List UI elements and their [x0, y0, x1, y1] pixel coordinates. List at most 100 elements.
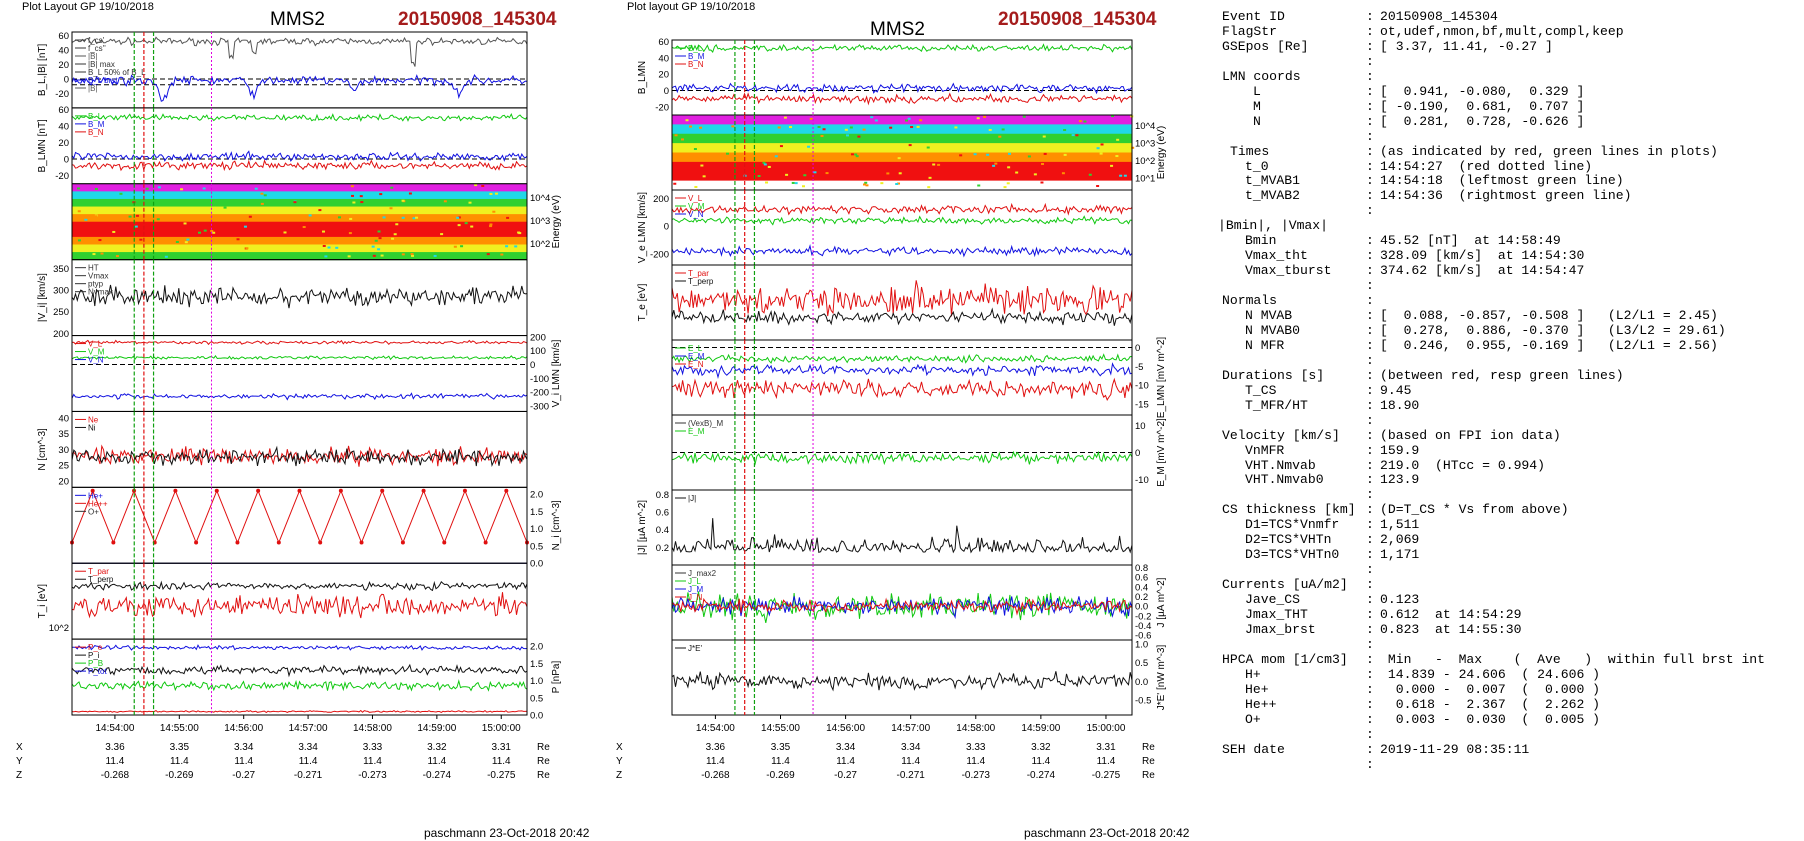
spectrogram-speckle [119, 192, 123, 195]
ephemeris-value: -0.268 [701, 770, 730, 781]
spectrogram-speckle [318, 209, 322, 212]
y-tick-label: 40 [58, 46, 69, 57]
spectrogram-speckle [464, 222, 468, 225]
spectrogram-speckle [763, 135, 767, 138]
legend-entry: V_N [88, 356, 104, 365]
info-value: 2019-11-29 08:35:11 [1380, 741, 1530, 757]
spectrogram-band [72, 206, 527, 215]
spectrogram-speckle [870, 116, 874, 119]
info-key: GSEpos [Re] [1222, 38, 1309, 54]
spectrogram-speckle [254, 187, 258, 190]
spectrogram-speckle [757, 175, 761, 178]
spectrogram-speckle [225, 221, 229, 224]
y-tick-label: 0.0 [1135, 602, 1148, 613]
ephemeris-value: 11.4 [1032, 756, 1051, 767]
y-tick-label: 0.6 [656, 508, 669, 519]
legend-entry: HT [88, 264, 99, 273]
spectrogram-speckle [283, 231, 287, 234]
x-tick-label: 14:59:00 [417, 723, 456, 734]
spectrogram-band [72, 198, 527, 208]
spectrogram-speckle [128, 215, 132, 218]
legend-entry: B_M [88, 120, 105, 129]
ephemeris-label: Z [616, 770, 622, 781]
y-tick-label: 40 [58, 122, 69, 133]
ephemeris-value: -0.275 [1092, 770, 1121, 781]
info-colon: : [1366, 23, 1374, 39]
left-spacecraft-title: MMS2 [270, 9, 325, 30]
spectrogram-speckle [1042, 135, 1046, 138]
info-colon: : [1366, 263, 1374, 279]
series-line [71, 663, 528, 678]
info-colon: : [1366, 621, 1374, 637]
spectrogram-speckle [245, 247, 249, 250]
y-tick-label: -15 [1135, 399, 1149, 410]
spectrogram-speckle [794, 182, 798, 185]
spectrogram-band [72, 229, 527, 238]
info-value: (D=T_CS * Vs from above) [1380, 502, 1569, 518]
info-colon: : [1366, 741, 1374, 757]
info-colon: : [1366, 756, 1374, 772]
spectrogram-speckle [230, 200, 234, 203]
y-axis-label: V_e LMN [km/s] [637, 192, 648, 263]
y-tick-label: 350 [53, 264, 69, 275]
spectrogram-speckle [774, 155, 778, 158]
spectrogram-speckle [260, 192, 264, 195]
legend-entry: P_i [88, 651, 100, 660]
spectrogram-speckle [907, 117, 911, 120]
spectrogram-speckle [689, 125, 693, 128]
spectrogram-speckle [518, 232, 522, 235]
info-value: 2,069 [1380, 532, 1420, 548]
spectrogram-speckle [802, 185, 806, 188]
spectrogram-speckle [1040, 181, 1044, 184]
spectrogram-speckle [850, 153, 854, 156]
legend-entry: He+ [88, 491, 103, 500]
legend-entry: |B| [88, 84, 98, 93]
spectrogram-speckle [678, 167, 682, 170]
x-tick-label: 14:54:00 [95, 723, 134, 734]
spectrogram-speckle [94, 187, 98, 190]
ephemeris-value: 11.4 [836, 756, 855, 767]
spectrogram-speckle [898, 172, 902, 175]
spectrogram-speckle [337, 216, 341, 219]
spectrogram-speckle [514, 245, 518, 248]
spectrogram-speckle [506, 216, 510, 219]
info-value: 0.003 - 0.030 ( 0.005 ) [1380, 711, 1601, 727]
spectrogram-speckle [460, 245, 464, 248]
info-colon: : [1366, 442, 1374, 458]
y-tick-label: -200 [650, 249, 669, 260]
ephemeris-value: 11.4 [427, 756, 446, 767]
panel-left-8: 2.0 1.5 1.0 0.5 0.0 P [nPa] P_eP_iP_BP_tot [71, 638, 562, 722]
info-colon: : [1366, 53, 1374, 69]
legend-entry: Ni [88, 423, 96, 432]
y-tick-label: -20 [55, 171, 69, 182]
spectrogram-speckle [335, 246, 339, 249]
spectrogram-speckle [803, 174, 807, 177]
info-key: O+ [1245, 711, 1261, 727]
x-tick-label: 14:57:00 [289, 723, 328, 734]
spectrogram-speckle [897, 182, 901, 185]
spectrogram-speckle [243, 225, 247, 228]
spectrogram-speckle [983, 115, 987, 118]
info-key: VHT.Nmvab0 [1245, 472, 1324, 488]
info-value: 14:54:27 (red dotted line) [1380, 158, 1593, 174]
spectrogram-speckle [1083, 120, 1087, 123]
legend-entry: E_M [688, 427, 705, 436]
spectrogram-speckle [1007, 166, 1011, 169]
spectrogram-speckle [324, 252, 328, 255]
ephemeris-value: -0.271 [294, 770, 323, 781]
info-colon: : [1366, 666, 1374, 682]
spectrogram-speckle [890, 134, 894, 137]
y-tick-label: -10 [1135, 381, 1149, 392]
panel-right-4: 0 -5 -10 -15 E_LMN [mV m^-2] E_LE_ME_N [671, 337, 1167, 418]
legend-entry: T_par [88, 567, 109, 576]
y-tick-label: 0.2 [1135, 592, 1148, 603]
spectrogram-speckle [115, 255, 119, 258]
info-key: CS thickness [km] [1222, 502, 1356, 518]
legend-entry: J_N [688, 593, 702, 602]
y-tick-label: 1.5 [530, 507, 543, 518]
info-colon: : [1366, 143, 1374, 159]
y-tick-label: -100 [530, 374, 549, 385]
spectrogram-speckle [77, 210, 81, 213]
y-tick-label: 250 [53, 307, 69, 318]
y-tick-label: 10^3 [1135, 138, 1155, 149]
